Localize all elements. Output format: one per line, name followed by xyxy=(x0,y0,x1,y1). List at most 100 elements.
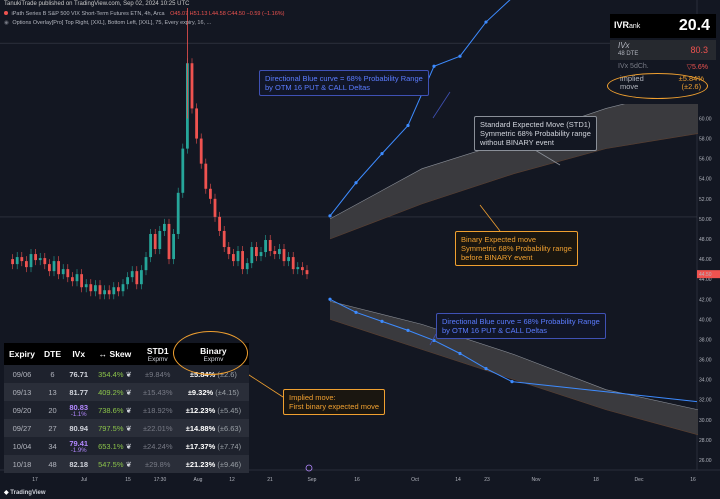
ivx5-row: IVx 5dCh. ▽5.6% xyxy=(610,62,716,74)
col-std1: STD1 Expmv xyxy=(137,343,178,365)
annotation-line: Directional Blue curve = 68% Probability… xyxy=(265,74,423,83)
cell-std1: ±22.01% xyxy=(137,419,178,437)
cell-ivx: 80.83 -1.1% xyxy=(65,401,93,419)
annotation-line: before BINARY event xyxy=(461,253,533,262)
price-tick-label: 44.00 xyxy=(699,277,712,283)
candle-body xyxy=(273,251,277,255)
candle-body xyxy=(259,252,263,257)
ivx-row: IVx 48 DTE 80.3 xyxy=(610,40,716,60)
candle-body xyxy=(232,254,235,262)
expiry-marker-icon xyxy=(305,464,313,472)
indicator-legend[interactable]: ◉ Options Overlay[Pro] Top Right, [XXL],… xyxy=(4,20,211,26)
blue-curve-point xyxy=(458,54,462,58)
cell-std1: ±15.43% xyxy=(137,383,178,401)
candle-body xyxy=(107,290,111,295)
candle-body xyxy=(167,223,171,260)
annotation-line: Symmetric 68% Probability range xyxy=(461,244,572,253)
cell-skew: 797.5% ❦ xyxy=(92,419,138,437)
candle-body xyxy=(38,258,42,261)
price-tick-label: 40.00 xyxy=(699,317,712,323)
candle-body xyxy=(218,216,221,231)
candle-body xyxy=(255,247,258,257)
cell-ivx: 81.77 xyxy=(65,383,93,401)
candle-body xyxy=(20,257,24,262)
candle-body xyxy=(61,269,65,275)
cell-std1: ±9.84% xyxy=(137,365,178,383)
candle-body xyxy=(66,269,70,278)
price-tick-label: 34.00 xyxy=(699,378,712,384)
annotation-std1: Standard Expected Move (STD1) Symmetric … xyxy=(474,116,597,151)
table-row[interactable]: 09/13 13 81.77 409.2% ❦ ±15.43% ±9.32% (±4.15… xyxy=(4,383,249,401)
annotation-pointer xyxy=(245,372,284,398)
candle-body xyxy=(149,233,152,258)
blue-curve-point xyxy=(354,181,358,185)
date-tick-label: Dec xyxy=(635,477,644,483)
candle-body xyxy=(144,257,148,271)
highlight-oval xyxy=(607,73,708,99)
candle-body xyxy=(29,254,33,268)
band-edge-line xyxy=(329,300,699,411)
candle-body xyxy=(287,257,290,262)
price-tick-label: 30.00 xyxy=(699,418,712,424)
candle-body xyxy=(296,267,300,270)
candle-body xyxy=(130,271,134,278)
annotation-blue-lower: Directional Blue curve = 68% Probability… xyxy=(436,313,606,339)
cell-skew: 547.5% ❦ xyxy=(92,455,138,473)
candle-body xyxy=(158,230,162,250)
cell-dte: 20 xyxy=(39,401,66,419)
cell-skew: 409.2% ❦ xyxy=(92,383,138,401)
eye-icon[interactable]: ◉ xyxy=(4,20,9,26)
ivrank-value: 20.4 xyxy=(678,17,710,34)
cell-ivx: 82.18 xyxy=(65,455,93,473)
candle-body xyxy=(103,290,106,295)
ivx-label: IVx xyxy=(618,41,630,50)
annotation-pointer xyxy=(479,204,501,232)
annotation-line: by OTM 16 PUT & CALL Deltas xyxy=(265,83,371,92)
candle-body xyxy=(89,284,93,292)
ohlc-values: O45.07 H51.13 L44.58 C44.50 −0.59 (−1.16… xyxy=(170,11,285,17)
blue-curve-point xyxy=(432,64,436,68)
publish-caption: TanukiTrade published on TradingView.com… xyxy=(4,1,190,7)
candle-body xyxy=(153,233,157,250)
annotation-line: Standard Expected Move (STD1) xyxy=(480,120,591,129)
tradingview-logo: ◆ TradingView xyxy=(4,490,46,496)
cell-dte: 13 xyxy=(39,383,66,401)
price-tick-label: 54.00 xyxy=(699,177,712,183)
date-tick-label: Jul xyxy=(81,477,87,483)
table-row[interactable]: 09/20 20 80.83 -1.1% 738.6% ❦ ±18.92% ±12.23% … xyxy=(4,401,249,419)
price-tick-label: 28.00 xyxy=(699,438,712,444)
date-tick-label: 16 xyxy=(354,477,360,483)
cell-dte: 34 xyxy=(39,437,66,455)
candle-body xyxy=(71,277,74,282)
date-tick-label: Sep xyxy=(308,477,317,483)
annotation-line: Symmetric 68% Probability range xyxy=(480,129,591,138)
date-tick-label: 17 xyxy=(32,477,38,483)
blue-curve-point xyxy=(406,328,410,332)
price-tick-label: 46.00 xyxy=(699,257,712,263)
cell-expiry: 09/06 xyxy=(4,365,40,383)
candle-body xyxy=(291,257,295,270)
date-tick-label: 17:30 xyxy=(154,477,167,483)
price-tick-label: 56.00 xyxy=(699,157,712,163)
candle-body xyxy=(126,277,129,285)
cell-dte: 27 xyxy=(39,419,66,437)
last-price-badge xyxy=(697,270,720,279)
table-row[interactable]: 10/04 34 79.41 -1.9% 653.1% ❦ ±24.24% ±17.37% … xyxy=(4,437,249,455)
annotation-pointer xyxy=(429,333,437,346)
date-tick-label: 23 xyxy=(484,477,490,483)
candle-body xyxy=(25,261,28,268)
skew-icon: ❦ xyxy=(123,459,132,469)
blue-curve-line xyxy=(511,381,698,403)
skew-icon: ❦ xyxy=(123,405,132,415)
table-row[interactable]: 09/27 27 80.94 797.5% ❦ ±22.01% ±14.88% (±6.6… xyxy=(4,419,249,437)
price-tick-label: 60.00 xyxy=(699,116,712,122)
date-tick-label: Aug xyxy=(194,477,203,483)
table-row[interactable]: 10/18 48 82.18 547.5% ❦ ±29.8% ±21.23% (±9.46… xyxy=(4,455,249,473)
cell-expiry: 10/18 xyxy=(4,455,40,473)
cell-binary: ±17.37% (±7.74) xyxy=(177,437,249,455)
blue-curve-point xyxy=(380,152,384,156)
ivx5-label: IVx 5dCh. xyxy=(618,63,649,70)
col-dte: DTE xyxy=(39,343,66,365)
date-tick-label: 15 xyxy=(125,477,131,483)
